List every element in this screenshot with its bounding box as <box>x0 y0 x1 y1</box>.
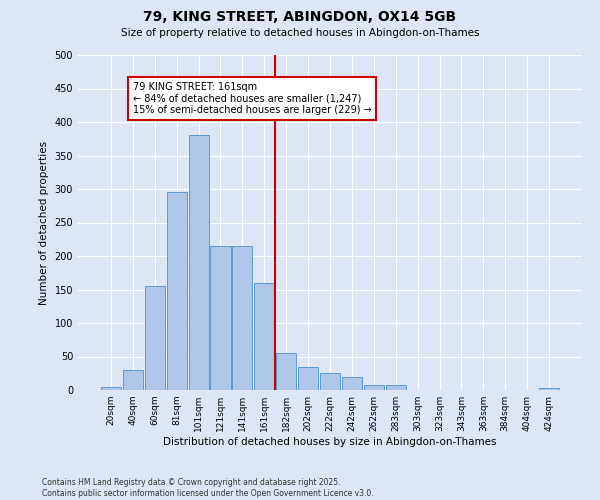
Text: Contains HM Land Registry data © Crown copyright and database right 2025.
Contai: Contains HM Land Registry data © Crown c… <box>42 478 374 498</box>
Bar <box>364 386 384 390</box>
Y-axis label: Number of detached properties: Number of detached properties <box>39 140 49 304</box>
Text: Size of property relative to detached houses in Abingdon-on-Thames: Size of property relative to detached ho… <box>121 28 479 38</box>
Text: 79, KING STREET, ABINGDON, OX14 5GB: 79, KING STREET, ABINGDON, OX14 5GB <box>143 10 457 24</box>
Bar <box>254 283 274 390</box>
Text: 79 KING STREET: 161sqm
← 84% of detached houses are smaller (1,247)
15% of semi-: 79 KING STREET: 161sqm ← 84% of detached… <box>133 82 371 115</box>
Bar <box>145 286 165 390</box>
Bar <box>539 388 559 390</box>
Bar <box>188 136 209 390</box>
Bar <box>101 386 121 390</box>
Bar <box>342 376 362 390</box>
Bar <box>123 370 143 390</box>
Bar <box>232 246 253 390</box>
Bar <box>167 192 187 390</box>
Bar <box>276 353 296 390</box>
X-axis label: Distribution of detached houses by size in Abingdon-on-Thames: Distribution of detached houses by size … <box>163 437 497 447</box>
Bar <box>320 373 340 390</box>
Bar <box>298 366 318 390</box>
Bar <box>211 246 230 390</box>
Bar <box>386 386 406 390</box>
